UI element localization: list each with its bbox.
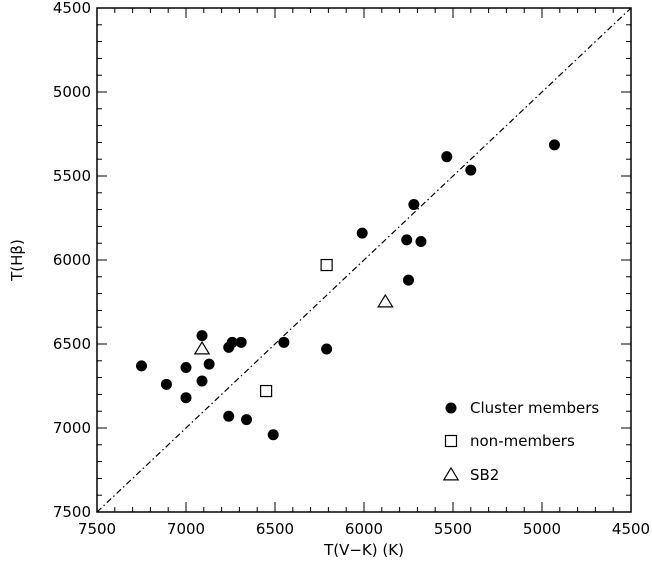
point-cluster-member: [136, 360, 147, 372]
points-layer: [136, 139, 560, 441]
y-tick-label: 7000: [53, 419, 91, 437]
x-tick-label: 4500: [612, 520, 650, 538]
legend-label-sb2: SB2: [470, 466, 499, 484]
legend-marker-open-square: [444, 434, 458, 448]
point-cluster-member: [203, 358, 215, 370]
y-axis-title: T(Hβ): [8, 239, 26, 282]
plot-frame: [96, 7, 632, 513]
point-cluster-member: [408, 199, 420, 211]
y-tick-label: 5500: [53, 167, 91, 185]
y-tick-label: 6500: [53, 335, 91, 353]
point-cluster-member: [180, 362, 192, 374]
legend-label-cluster-members: Cluster members: [470, 399, 599, 417]
point-non-member: [260, 384, 273, 398]
ticks-layer: 7500 7000 6500 6000 5500 5000 4500 4500 5000 5500…: [53, 0, 650, 538]
y-tick-label: 4500: [53, 0, 91, 17]
point-sb2: [377, 293, 394, 308]
point-cluster-member: [403, 274, 414, 286]
x-tick-label: 5500: [434, 520, 472, 538]
legend-item-non-members: non-members: [444, 432, 575, 450]
point-cluster-member: [241, 414, 253, 426]
x-tick-label: 7000: [167, 520, 205, 538]
point-cluster-member: [356, 227, 368, 239]
x-tick-label: 6500: [256, 520, 294, 538]
point-cluster-member: [267, 429, 279, 441]
point-sb2: [193, 340, 211, 355]
y-tick-label: 7500: [53, 503, 91, 521]
x-tick-label: 5000: [523, 520, 561, 538]
point-cluster-member: [180, 392, 192, 404]
legend-item-cluster-members: Cluster members: [445, 399, 599, 417]
y-tick-label: 5000: [53, 83, 91, 101]
point-cluster-member: [415, 236, 427, 248]
point-cluster-member: [223, 341, 235, 353]
point-cluster-member: [465, 164, 477, 176]
legend-item-sb2: SB2: [442, 466, 499, 484]
legend-marker-filled-circle: [445, 402, 457, 414]
x-tick-label: 7500: [78, 520, 116, 538]
point-cluster-member: [196, 330, 208, 342]
legend: Cluster members non-members SB2: [442, 399, 599, 484]
y-tick-label: 6000: [53, 251, 91, 269]
legend-label-non-members: non-members: [470, 432, 575, 450]
point-cluster-member: [160, 378, 172, 390]
x-tick-label: 6000: [345, 520, 383, 538]
x-axis-title: T(V−K) (K): [323, 541, 404, 559]
point-cluster-member: [548, 139, 560, 151]
point-cluster-member: [223, 410, 235, 422]
point-cluster-member: [401, 234, 413, 246]
point-cluster-member: [321, 343, 333, 355]
point-cluster-member: [235, 336, 247, 348]
point-non-member: [320, 258, 333, 272]
one-to-one-reference-line: [96, 7, 632, 513]
legend-marker-open-triangle: [442, 466, 460, 481]
point-cluster-member: [278, 336, 290, 348]
point-cluster-member: [196, 375, 208, 387]
point-cluster-member: [441, 151, 453, 163]
